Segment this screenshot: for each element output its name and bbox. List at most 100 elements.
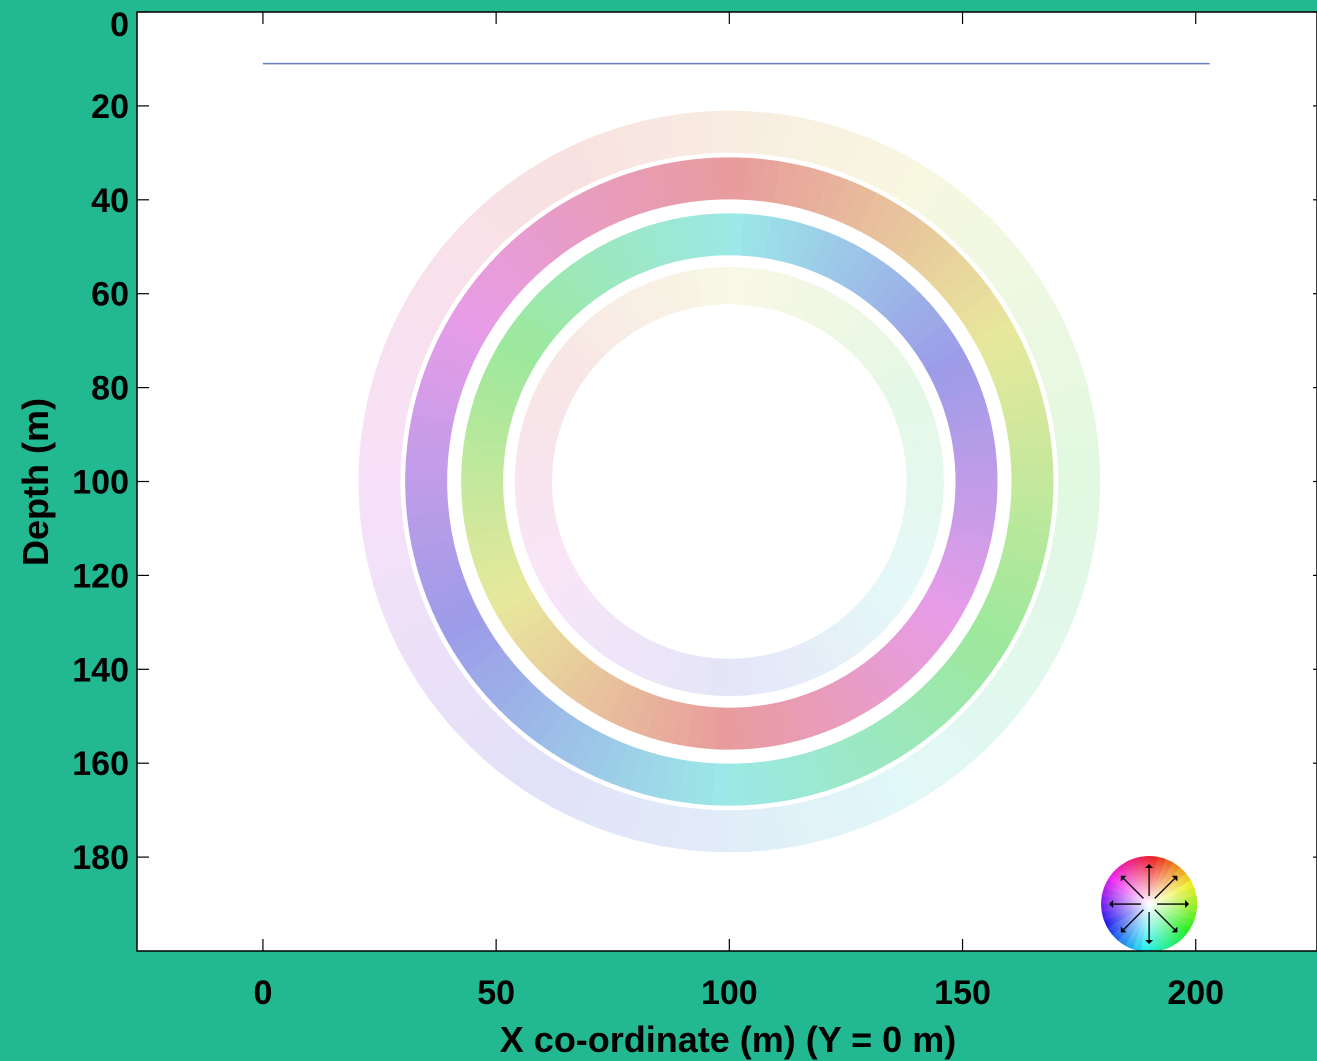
ring-segment	[957, 290, 1003, 330]
ring-segment	[802, 168, 832, 214]
ring-segment	[743, 157, 766, 202]
ring-segment	[676, 759, 700, 804]
ring-segment	[751, 704, 772, 749]
ring-segment	[881, 709, 920, 755]
ring-segment	[866, 346, 904, 379]
ring-segment	[389, 612, 437, 650]
ring-segment	[860, 592, 897, 627]
ring-segment	[517, 507, 556, 527]
ring-segment	[536, 708, 576, 754]
ring-segment	[397, 628, 445, 667]
ring-segment	[868, 718, 906, 764]
ring-segment	[548, 576, 587, 608]
ring-segment	[416, 378, 462, 409]
ring-segment	[659, 218, 685, 264]
ring-segment	[558, 656, 597, 699]
ring-segment	[882, 561, 921, 591]
ring-segment	[925, 347, 970, 381]
ring-segment	[773, 161, 800, 206]
ring-segment	[795, 799, 826, 845]
ring-segment	[533, 382, 573, 410]
ring-segment	[947, 713, 992, 759]
ring-segment	[797, 692, 826, 738]
wheel-arrow	[1154, 878, 1176, 899]
ring-segment	[980, 334, 1027, 369]
ring-segment	[690, 111, 715, 155]
ring-segment	[780, 115, 810, 161]
ring-segment	[466, 526, 511, 551]
ring-segment	[1001, 540, 1047, 568]
ring-segment	[383, 328, 431, 364]
wheel-arrowhead	[1109, 900, 1114, 909]
ring-segment	[816, 630, 847, 669]
ring-segment	[1035, 582, 1082, 618]
ring-segment	[857, 192, 894, 239]
ring-segment	[973, 319, 1020, 356]
ring-segment	[483, 571, 528, 604]
ring-segment	[465, 712, 510, 758]
ring-segment	[359, 439, 403, 465]
ring-segment	[991, 568, 1038, 601]
ring-segment	[671, 112, 698, 157]
ring-segment	[809, 290, 839, 329]
ring-segment	[646, 221, 673, 267]
ring-segment	[924, 584, 969, 618]
ring-segment	[594, 306, 627, 344]
ring-segment	[743, 808, 769, 852]
ring-segment	[376, 345, 424, 381]
ring-segment	[862, 264, 900, 307]
ring-segment	[860, 337, 898, 372]
ring-segment	[668, 805, 696, 851]
ring-segment	[538, 640, 579, 681]
ring-segment	[398, 293, 446, 333]
ring-segment	[560, 263, 598, 306]
wheel-arrowhead	[1171, 926, 1178, 933]
ring-segment	[451, 699, 497, 744]
ring-segment	[416, 658, 464, 700]
ring-segment	[595, 738, 629, 785]
ring-segment	[995, 263, 1042, 305]
ring-segment	[549, 354, 587, 386]
ring-segment	[687, 214, 708, 259]
ring-segment	[549, 271, 589, 314]
ring-segment	[409, 411, 454, 438]
ring-segment	[839, 613, 873, 650]
colour-wheel-legend	[1101, 856, 1198, 953]
ring-segment	[515, 457, 554, 473]
wheel-arrow	[1154, 909, 1176, 930]
ring-segment	[1005, 279, 1052, 320]
ring-segment	[880, 282, 921, 323]
ring-segment	[709, 763, 730, 806]
ring-segment	[944, 398, 989, 425]
ring-segment	[904, 447, 943, 465]
ring-segment	[979, 596, 1026, 631]
ring-segment	[548, 648, 588, 690]
ring-segment	[824, 624, 856, 663]
ring-segment	[657, 699, 683, 744]
ring-segment	[935, 562, 980, 593]
ring-segment	[519, 622, 562, 661]
wavefront-ring	[461, 213, 998, 750]
ring-segment	[470, 396, 515, 424]
ring-segment	[439, 686, 486, 730]
ring-segment	[358, 459, 402, 482]
ring-segment	[593, 787, 628, 835]
ring-segment	[370, 563, 417, 597]
ring-segment	[406, 643, 454, 684]
ring-segment	[840, 314, 875, 351]
wheel-arrow	[1123, 878, 1144, 899]
ring-segment	[741, 762, 764, 806]
ring-segment	[481, 191, 525, 238]
ring-segment	[1046, 549, 1093, 581]
ring-segment	[465, 645, 511, 686]
wheel-arrow	[1123, 909, 1144, 930]
ring-segment	[870, 200, 909, 247]
ring-segment	[461, 451, 505, 470]
ring-segment	[561, 591, 598, 626]
ring-segment	[568, 598, 605, 634]
ring-segment	[578, 134, 615, 182]
ring-segment	[841, 732, 877, 779]
ring-segment	[872, 355, 911, 387]
ring-segment	[879, 641, 919, 683]
ring-segment	[478, 560, 523, 591]
